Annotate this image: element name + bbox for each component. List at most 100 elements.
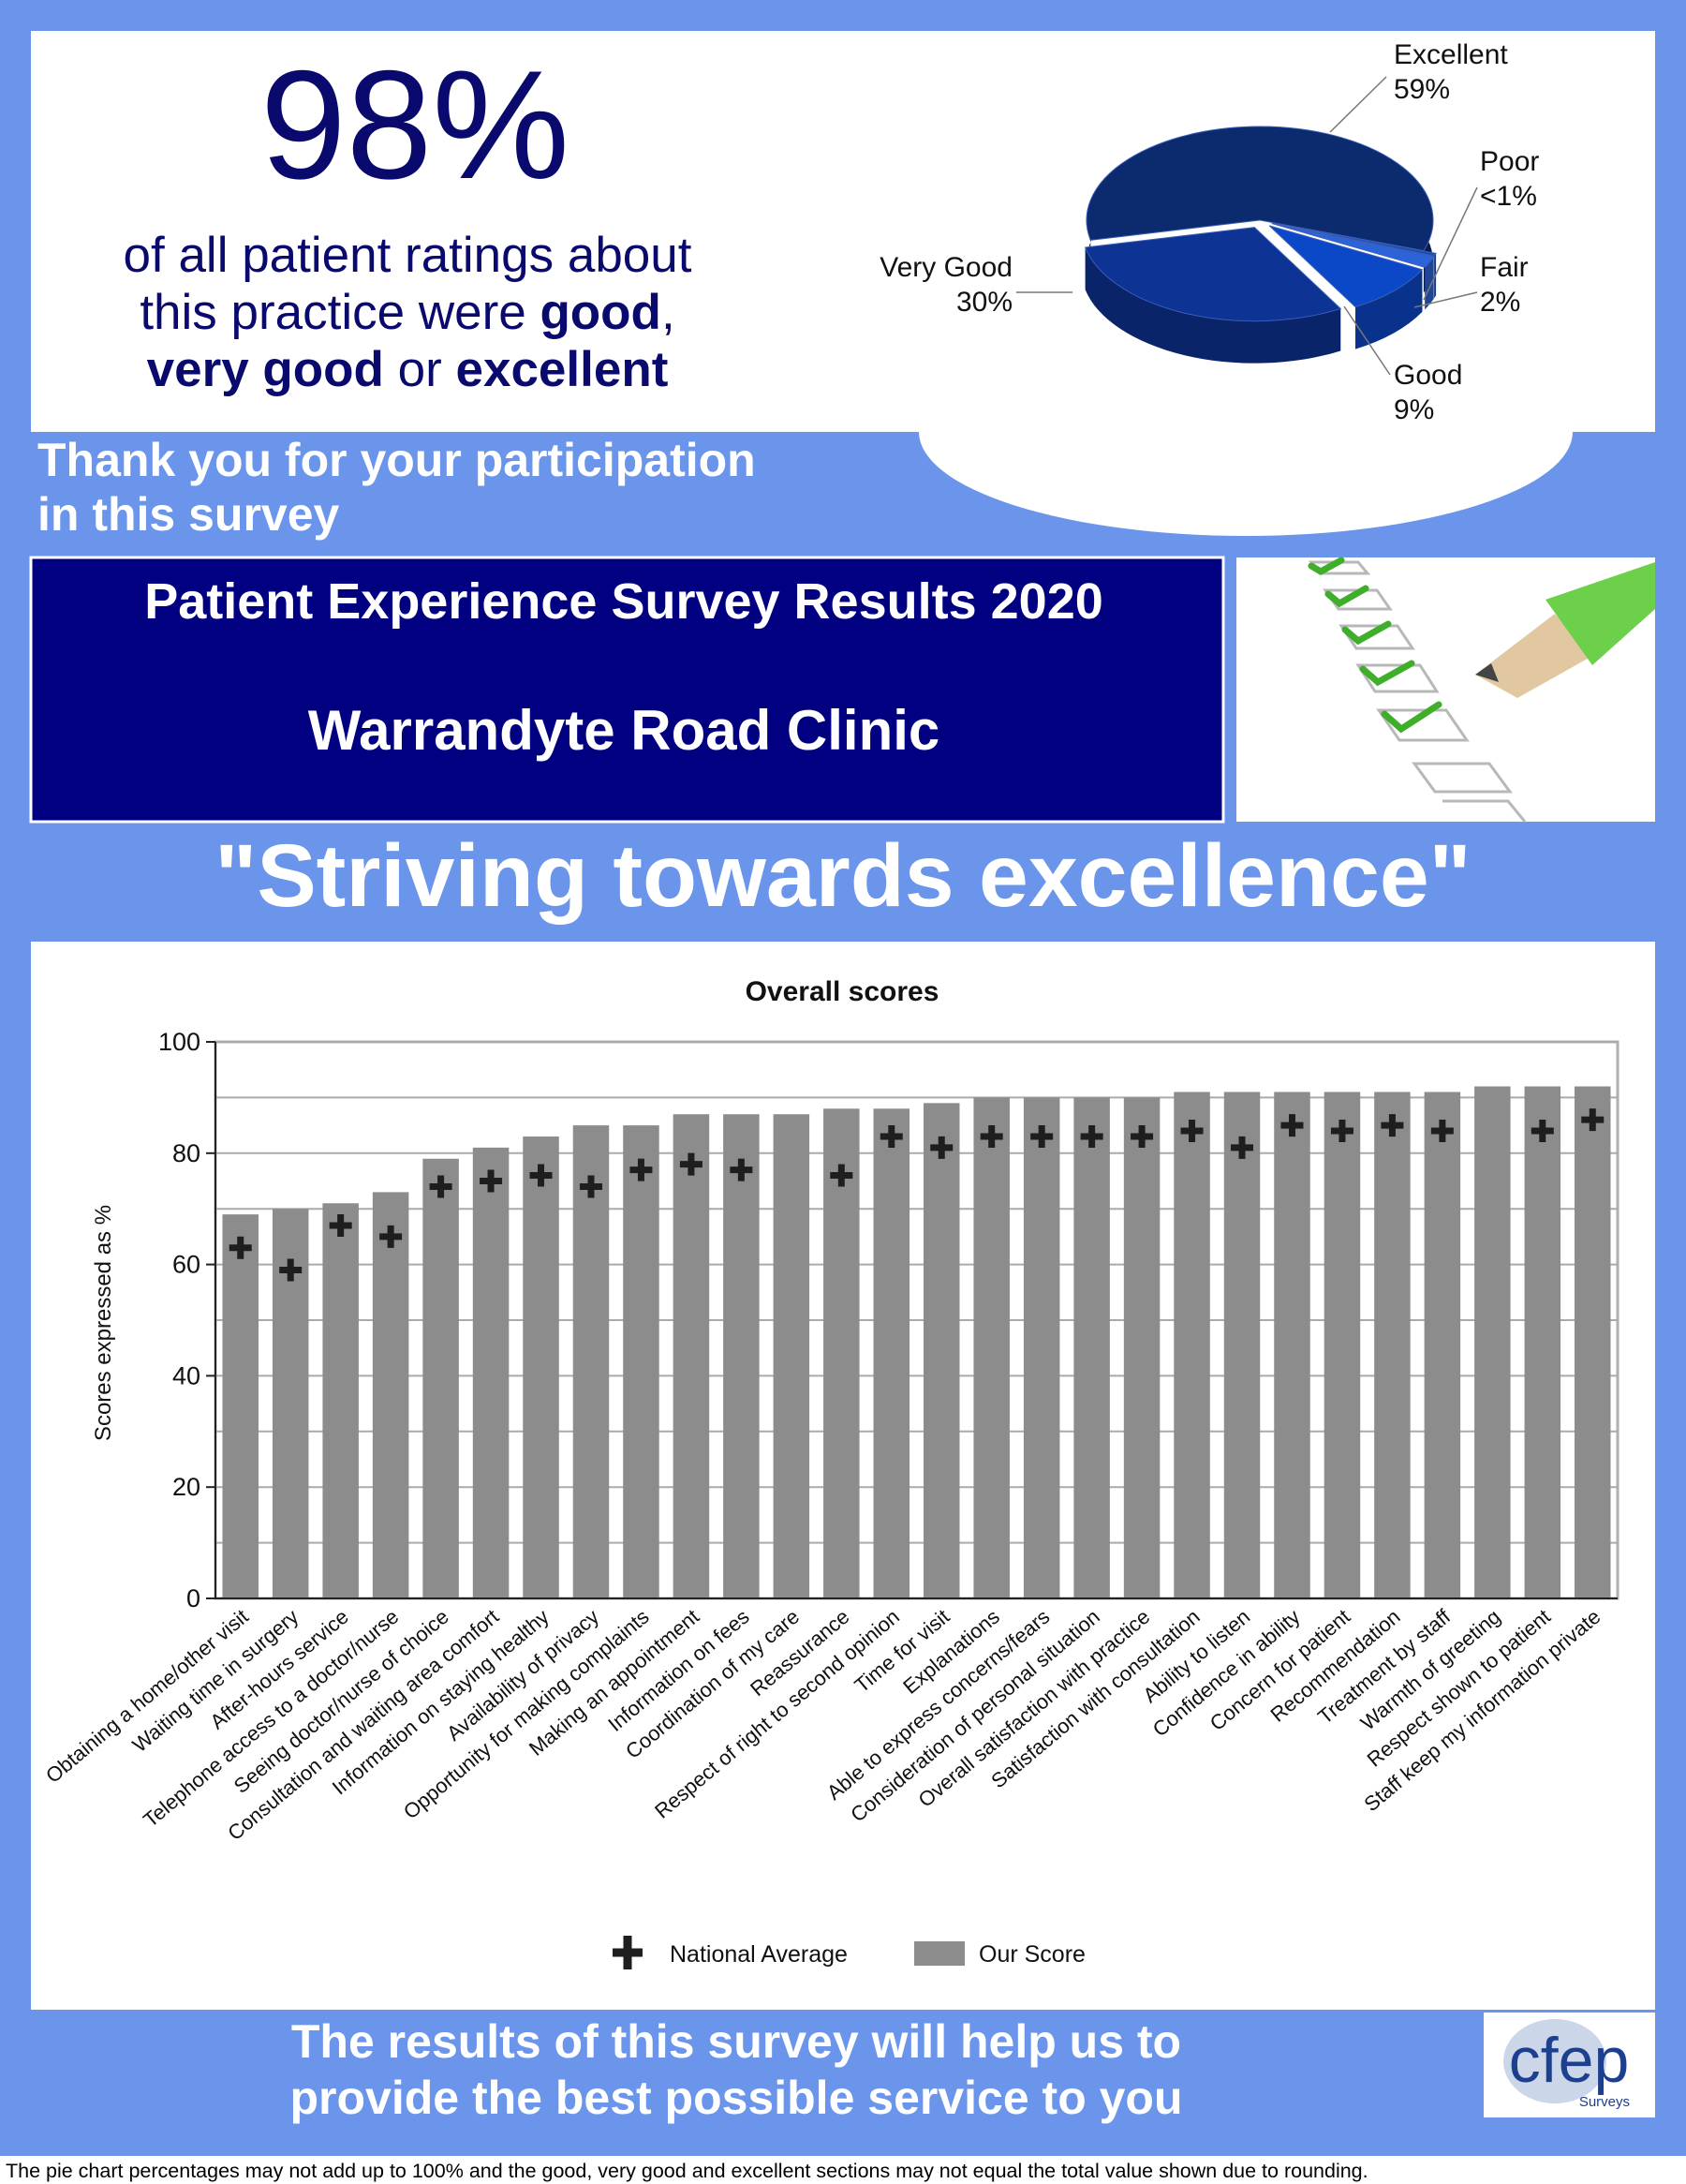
pie-label: Poor bbox=[1480, 146, 1539, 177]
logo-box bbox=[1484, 2013, 1655, 2117]
pie-value-label: 59% bbox=[1394, 74, 1450, 105]
national-average-marker bbox=[329, 1214, 352, 1238]
leader-line bbox=[1423, 186, 1478, 301]
closing-line: The results of this survey will help us … bbox=[291, 2015, 1181, 2068]
bar bbox=[673, 1114, 710, 1598]
headline-segment: very good bbox=[147, 342, 384, 397]
leader-line bbox=[1343, 305, 1391, 376]
bar bbox=[1474, 1086, 1511, 1598]
bar bbox=[472, 1147, 510, 1598]
y-tick-label: 80 bbox=[172, 1139, 200, 1167]
pencil-body bbox=[1546, 562, 1655, 665]
headline-segment: good bbox=[540, 285, 661, 340]
slice-side bbox=[1355, 269, 1423, 349]
pie-slice bbox=[1086, 126, 1434, 252]
checkbox bbox=[1355, 663, 1440, 693]
pie-value-label: 9% bbox=[1394, 394, 1434, 425]
slice-side bbox=[1085, 247, 1341, 364]
check bbox=[1308, 557, 1345, 576]
logo-globe bbox=[1503, 2019, 1606, 2103]
bar bbox=[823, 1108, 860, 1598]
pie-slice bbox=[1268, 225, 1424, 308]
bar bbox=[1023, 1097, 1060, 1598]
national-average-marker bbox=[480, 1169, 503, 1193]
national-average-marker bbox=[429, 1175, 452, 1198]
checklist-drawing bbox=[1308, 557, 1527, 823]
pie-label: Good bbox=[1394, 360, 1462, 391]
bar bbox=[1524, 1086, 1561, 1598]
bar bbox=[372, 1192, 409, 1598]
bar bbox=[1223, 1092, 1261, 1598]
chart-title: Overall scores bbox=[746, 976, 939, 1007]
national-average-marker bbox=[1430, 1120, 1454, 1143]
pie-slice bbox=[1084, 227, 1342, 322]
bar bbox=[1324, 1092, 1361, 1598]
leader-line bbox=[1329, 76, 1387, 133]
closing-line: provide the best possible service to you bbox=[289, 2072, 1182, 2124]
bar bbox=[723, 1114, 760, 1598]
national-average-marker bbox=[529, 1164, 553, 1187]
banner-title: Patient Experience Survey Results 2020 bbox=[144, 573, 1103, 630]
pencil bbox=[1475, 562, 1655, 698]
headline-line: this practice were good, bbox=[140, 285, 674, 340]
national-average-marker bbox=[579, 1175, 602, 1198]
pie-slice bbox=[1271, 222, 1435, 268]
bar bbox=[1274, 1092, 1310, 1598]
bar bbox=[1123, 1097, 1161, 1598]
national-average-marker bbox=[1280, 1114, 1304, 1137]
legend-marker bbox=[914, 1941, 965, 1966]
pencil-tip bbox=[1475, 663, 1499, 682]
logo-tagline: Surveys bbox=[1579, 2094, 1630, 2110]
check bbox=[1381, 701, 1442, 734]
headline-figure: 98% bbox=[260, 38, 569, 211]
y-tick-label: 0 bbox=[186, 1584, 200, 1612]
bar bbox=[1174, 1092, 1210, 1598]
national-average-marker bbox=[1180, 1120, 1204, 1143]
pie-label: Very Good bbox=[880, 252, 1013, 283]
national-average-marker bbox=[930, 1136, 954, 1159]
thanks-line: Thank you for your participation bbox=[37, 434, 756, 486]
banner bbox=[29, 556, 1225, 824]
national-average-marker bbox=[279, 1258, 303, 1282]
check bbox=[1359, 660, 1415, 687]
bar bbox=[322, 1203, 359, 1598]
national-average-marker bbox=[379, 1225, 403, 1248]
slice-side bbox=[1425, 256, 1434, 310]
national-average-marker bbox=[1231, 1136, 1254, 1159]
practice-name: Warrandyte Road Clinic bbox=[308, 699, 940, 762]
bar bbox=[422, 1158, 459, 1598]
bar bbox=[222, 1214, 259, 1598]
logo-name: cfep bbox=[1509, 2025, 1630, 2096]
national-average-marker bbox=[1531, 1120, 1554, 1143]
pie-value-label: <1% bbox=[1480, 181, 1537, 212]
national-average-marker bbox=[229, 1236, 252, 1259]
bar bbox=[923, 1103, 960, 1598]
pie-value-label: 30% bbox=[956, 287, 1013, 318]
footnote: The pie chart percentages may not add up… bbox=[6, 2160, 1368, 2182]
national-average-marker bbox=[880, 1124, 903, 1148]
motto: "Striving towards excellence" bbox=[214, 826, 1471, 926]
pie-label: Excellent bbox=[1394, 39, 1508, 70]
y-tick-label: 20 bbox=[172, 1473, 200, 1501]
leader-line bbox=[1413, 291, 1478, 308]
pie-label: Fair bbox=[1480, 252, 1529, 283]
y-tick-label: 100 bbox=[158, 1028, 200, 1056]
national-average-marker bbox=[980, 1124, 1003, 1148]
checkbox bbox=[1442, 799, 1527, 823]
y-tick-label: 60 bbox=[172, 1251, 200, 1279]
bar bbox=[1374, 1092, 1411, 1598]
y-tick-label: 40 bbox=[172, 1361, 200, 1389]
pencil-wood bbox=[1475, 614, 1592, 698]
national-average-marker bbox=[1581, 1108, 1605, 1132]
checkbox bbox=[1412, 762, 1513, 794]
bar bbox=[623, 1125, 659, 1598]
footer-strip bbox=[0, 2156, 1686, 2184]
legend-label: Our Score bbox=[979, 1941, 1086, 1968]
bar bbox=[1424, 1092, 1461, 1598]
headline-segment: this practice were bbox=[140, 285, 540, 340]
headline-line: very good or excellent bbox=[147, 342, 669, 397]
headline-segment: or bbox=[384, 342, 456, 397]
national-average-marker bbox=[679, 1152, 702, 1176]
checkbox bbox=[1376, 708, 1470, 742]
